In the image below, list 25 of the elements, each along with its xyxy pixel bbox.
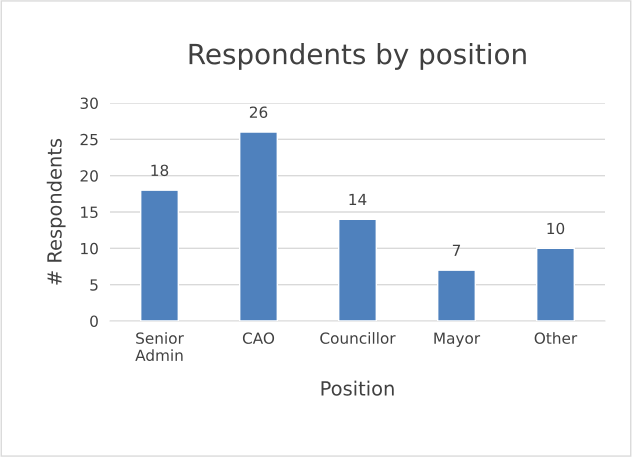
chart-title: Respondents by position [190, 43, 526, 70]
bar [238, 131, 278, 321]
data-label: 26 [250, 106, 268, 118]
data-label: 14 [349, 194, 366, 205]
x-tick-label: Other [534, 332, 578, 344]
y-tick-label: 15 [81, 206, 98, 218]
y-axis-title: # Respondents [46, 138, 66, 285]
bar [436, 269, 476, 321]
y-tick-label: 0 [90, 315, 98, 328]
x-tick-label: Senior Admin [135, 332, 184, 362]
y-tick-label: 10 [81, 242, 98, 254]
x-tick-label: Mayor [434, 332, 480, 347]
x-tick-label: Councillor [320, 332, 396, 344]
bar [140, 190, 180, 321]
bar [536, 248, 576, 321]
data-label: 10 [547, 222, 564, 234]
y-tick-label: 30 [80, 97, 98, 110]
data-label: 7 [452, 244, 460, 256]
y-tick-label: 5 [90, 279, 98, 291]
data-label: 18 [151, 164, 168, 176]
x-axis-title: Position [322, 380, 394, 396]
bar [338, 218, 378, 321]
x-tick-label: CAO [242, 332, 274, 344]
y-tick-label: 20 [80, 170, 98, 182]
y-tick-label: 25 [80, 134, 98, 146]
